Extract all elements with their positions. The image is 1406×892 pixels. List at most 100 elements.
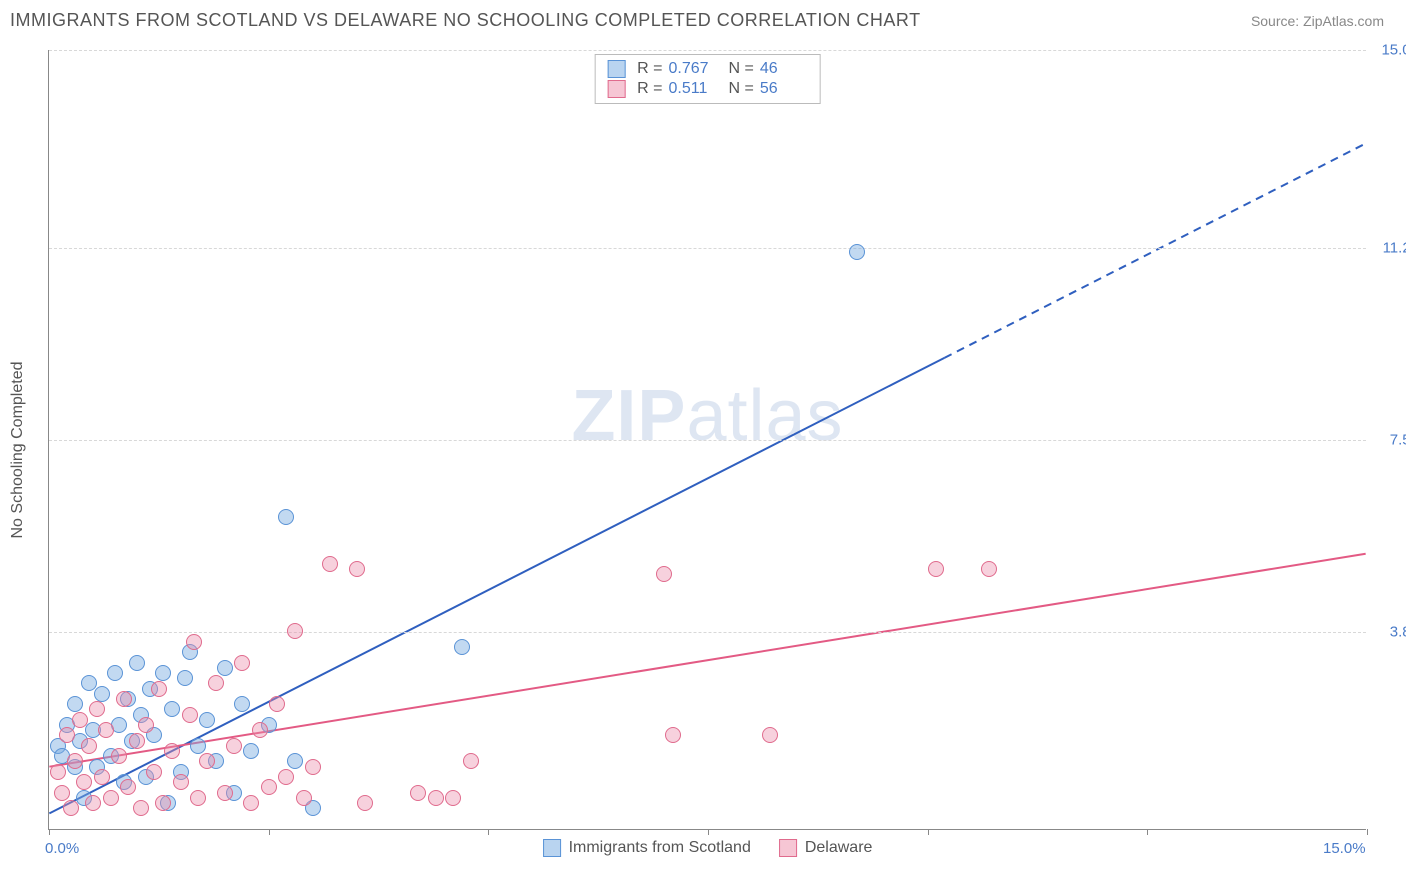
x-tick-label: 15.0%: [1323, 840, 1366, 857]
data-point-delaware: [89, 701, 105, 717]
x-tick: [1367, 829, 1368, 835]
data-point-delaware: [116, 691, 132, 707]
x-tick: [928, 829, 929, 835]
x-tick-label: 0.0%: [45, 840, 79, 857]
r-label: R =: [637, 80, 662, 98]
x-tick: [708, 829, 709, 835]
data-point-scotland: [287, 753, 303, 769]
x-tick: [49, 829, 50, 835]
gridline: [49, 248, 1366, 249]
x-tick: [1147, 829, 1148, 835]
data-point-scotland: [164, 701, 180, 717]
data-point-delaware: [94, 769, 110, 785]
swatch-scotland: [543, 839, 561, 857]
data-point-delaware: [164, 743, 180, 759]
x-tick: [488, 829, 489, 835]
data-point-scotland: [190, 738, 206, 754]
data-point-delaware: [243, 795, 259, 811]
data-point-delaware: [305, 759, 321, 775]
watermark-light: atlas: [686, 376, 843, 456]
gridline: [49, 632, 1366, 633]
x-tick: [269, 829, 270, 835]
data-point-delaware: [463, 753, 479, 769]
data-point-delaware: [261, 779, 277, 795]
data-point-delaware: [357, 795, 373, 811]
n-value: 56: [760, 80, 808, 98]
data-point-scotland: [199, 712, 215, 728]
legend-label: Delaware: [805, 839, 873, 857]
data-point-delaware: [138, 717, 154, 733]
data-point-delaware: [762, 727, 778, 743]
data-point-delaware: [186, 634, 202, 650]
watermark: ZIPatlas: [571, 375, 843, 457]
swatch-scotland: [607, 60, 625, 78]
n-label: N =: [729, 60, 754, 78]
data-point-delaware: [50, 764, 66, 780]
data-point-scotland: [454, 639, 470, 655]
data-point-delaware: [928, 561, 944, 577]
swatch-delaware: [779, 839, 797, 857]
data-point-delaware: [151, 681, 167, 697]
data-point-delaware: [269, 696, 285, 712]
y-tick-label: 3.8%: [1390, 624, 1406, 641]
data-point-scotland: [217, 660, 233, 676]
data-point-scotland: [849, 244, 865, 260]
data-point-delaware: [133, 800, 149, 816]
data-point-delaware: [63, 800, 79, 816]
gridline: [49, 50, 1366, 51]
r-label: R =: [637, 60, 662, 78]
data-point-delaware: [226, 738, 242, 754]
data-point-scotland: [129, 655, 145, 671]
n-value: 46: [760, 60, 808, 78]
data-point-delaware: [173, 774, 189, 790]
data-point-delaware: [72, 712, 88, 728]
trend-line: [944, 143, 1365, 357]
y-tick-label: 7.5%: [1390, 432, 1406, 449]
trend-line: [49, 358, 944, 814]
swatch-delaware: [607, 80, 625, 98]
data-point-scotland: [234, 696, 250, 712]
data-point-scotland: [67, 696, 83, 712]
stats-box: R = 0.767 N = 46 R = 0.511 N = 56: [594, 54, 821, 104]
data-point-delaware: [67, 753, 83, 769]
data-point-scotland: [278, 509, 294, 525]
data-point-delaware: [129, 733, 145, 749]
y-tick-label: 15.0%: [1381, 42, 1406, 59]
plot-area: ZIPatlas R = 0.767 N = 46 R = 0.511 N = …: [48, 50, 1366, 830]
data-point-delaware: [54, 785, 70, 801]
data-point-delaware: [322, 556, 338, 572]
data-point-delaware: [103, 790, 119, 806]
data-point-delaware: [146, 764, 162, 780]
data-point-delaware: [217, 785, 233, 801]
data-point-delaware: [81, 738, 97, 754]
data-point-delaware: [287, 623, 303, 639]
data-point-delaware: [120, 779, 136, 795]
data-point-delaware: [234, 655, 250, 671]
data-point-delaware: [182, 707, 198, 723]
gridline: [49, 440, 1366, 441]
data-point-delaware: [981, 561, 997, 577]
data-point-delaware: [155, 795, 171, 811]
data-point-delaware: [445, 790, 461, 806]
bottom-legend: Immigrants from Scotland Delaware: [543, 839, 873, 857]
stats-row: R = 0.511 N = 56: [607, 79, 808, 99]
data-point-delaware: [111, 748, 127, 764]
source-label: Source: ZipAtlas.com: [1251, 13, 1384, 29]
data-point-delaware: [98, 722, 114, 738]
data-point-delaware: [199, 753, 215, 769]
data-point-scotland: [94, 686, 110, 702]
data-point-delaware: [665, 727, 681, 743]
legend-item-scotland: Immigrants from Scotland: [543, 839, 751, 857]
data-point-scotland: [177, 670, 193, 686]
legend-label: Immigrants from Scotland: [569, 839, 751, 857]
chart-container: No Schooling Completed ZIPatlas R = 0.76…: [48, 50, 1388, 850]
data-point-scotland: [107, 665, 123, 681]
data-point-delaware: [59, 727, 75, 743]
legend-item-delaware: Delaware: [779, 839, 873, 857]
chart-title: IMMIGRANTS FROM SCOTLAND VS DELAWARE NO …: [10, 10, 921, 31]
data-point-delaware: [656, 566, 672, 582]
data-point-delaware: [428, 790, 444, 806]
data-point-scotland: [243, 743, 259, 759]
data-point-delaware: [76, 774, 92, 790]
data-point-delaware: [190, 790, 206, 806]
